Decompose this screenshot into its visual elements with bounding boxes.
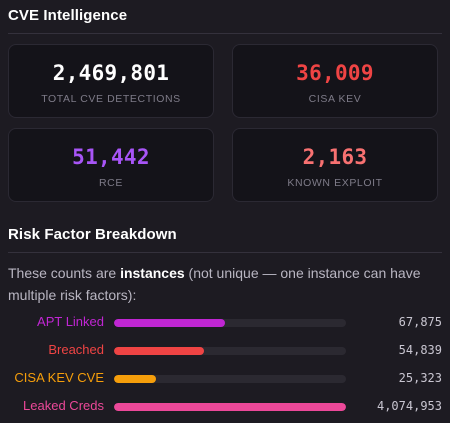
stat-card-rce[interactable]: 51,442 RCE [8,128,214,202]
stat-label: RCE [99,177,123,189]
cve-intelligence-title: CVE Intelligence [8,7,128,24]
risk-bar-track [114,347,346,355]
risk-row-breached[interactable]: Breached 54,839 [0,340,450,360]
risk-count: 54,839 [398,343,442,357]
risk-section-divider [8,252,442,253]
risk-bar-fill [114,347,205,355]
risk-intro-text: These counts are instances (not unique —… [8,262,448,306]
risk-factor-title: Risk Factor Breakdown [8,226,177,243]
risk-label: APT Linked [37,314,104,329]
risk-bar-track [114,403,346,411]
stat-card-known-exploit[interactable]: 2,163 KNOWN EXPLOIT [232,128,438,202]
risk-bar-track [114,319,346,327]
stat-value: 2,469,801 [52,61,170,85]
risk-label: Breached [48,342,104,357]
risk-count: 67,875 [398,315,442,329]
intro-prefix: These counts are [8,265,121,281]
risk-count: 25,323 [398,371,442,385]
risk-label: CISA KEV CVE [14,370,104,385]
stat-value: 36,009 [296,61,374,85]
risk-row-cisa-kev-cve[interactable]: CISA KEV CVE 25,323 [0,368,450,388]
stat-label: TOTAL CVE DETECTIONS [41,93,181,105]
stat-card-cisa-kev[interactable]: 36,009 CISA KEV [232,44,438,118]
risk-label: Leaked Creds [23,398,104,413]
cve-section-divider [8,33,442,34]
intro-bold: instances [120,265,185,281]
risk-row-apt-linked[interactable]: APT Linked 67,875 [0,312,450,332]
risk-row-leaked-creds[interactable]: Leaked Creds 4,074,953 [0,396,450,416]
risk-bar-fill [114,375,156,383]
risk-bar-fill [114,319,226,327]
risk-count: 4,074,953 [376,399,442,413]
stat-card-total-cve[interactable]: 2,469,801 TOTAL CVE DETECTIONS [8,44,214,118]
intro-suffix: (not unique — one instance can have mult… [8,265,421,303]
risk-bar-track [114,375,346,383]
stat-label: CISA KEV [308,93,362,105]
stat-value: 2,163 [302,145,368,169]
risk-bar-fill [114,403,346,411]
stat-value: 51,442 [72,145,150,169]
stat-label: KNOWN EXPLOIT [287,177,383,189]
